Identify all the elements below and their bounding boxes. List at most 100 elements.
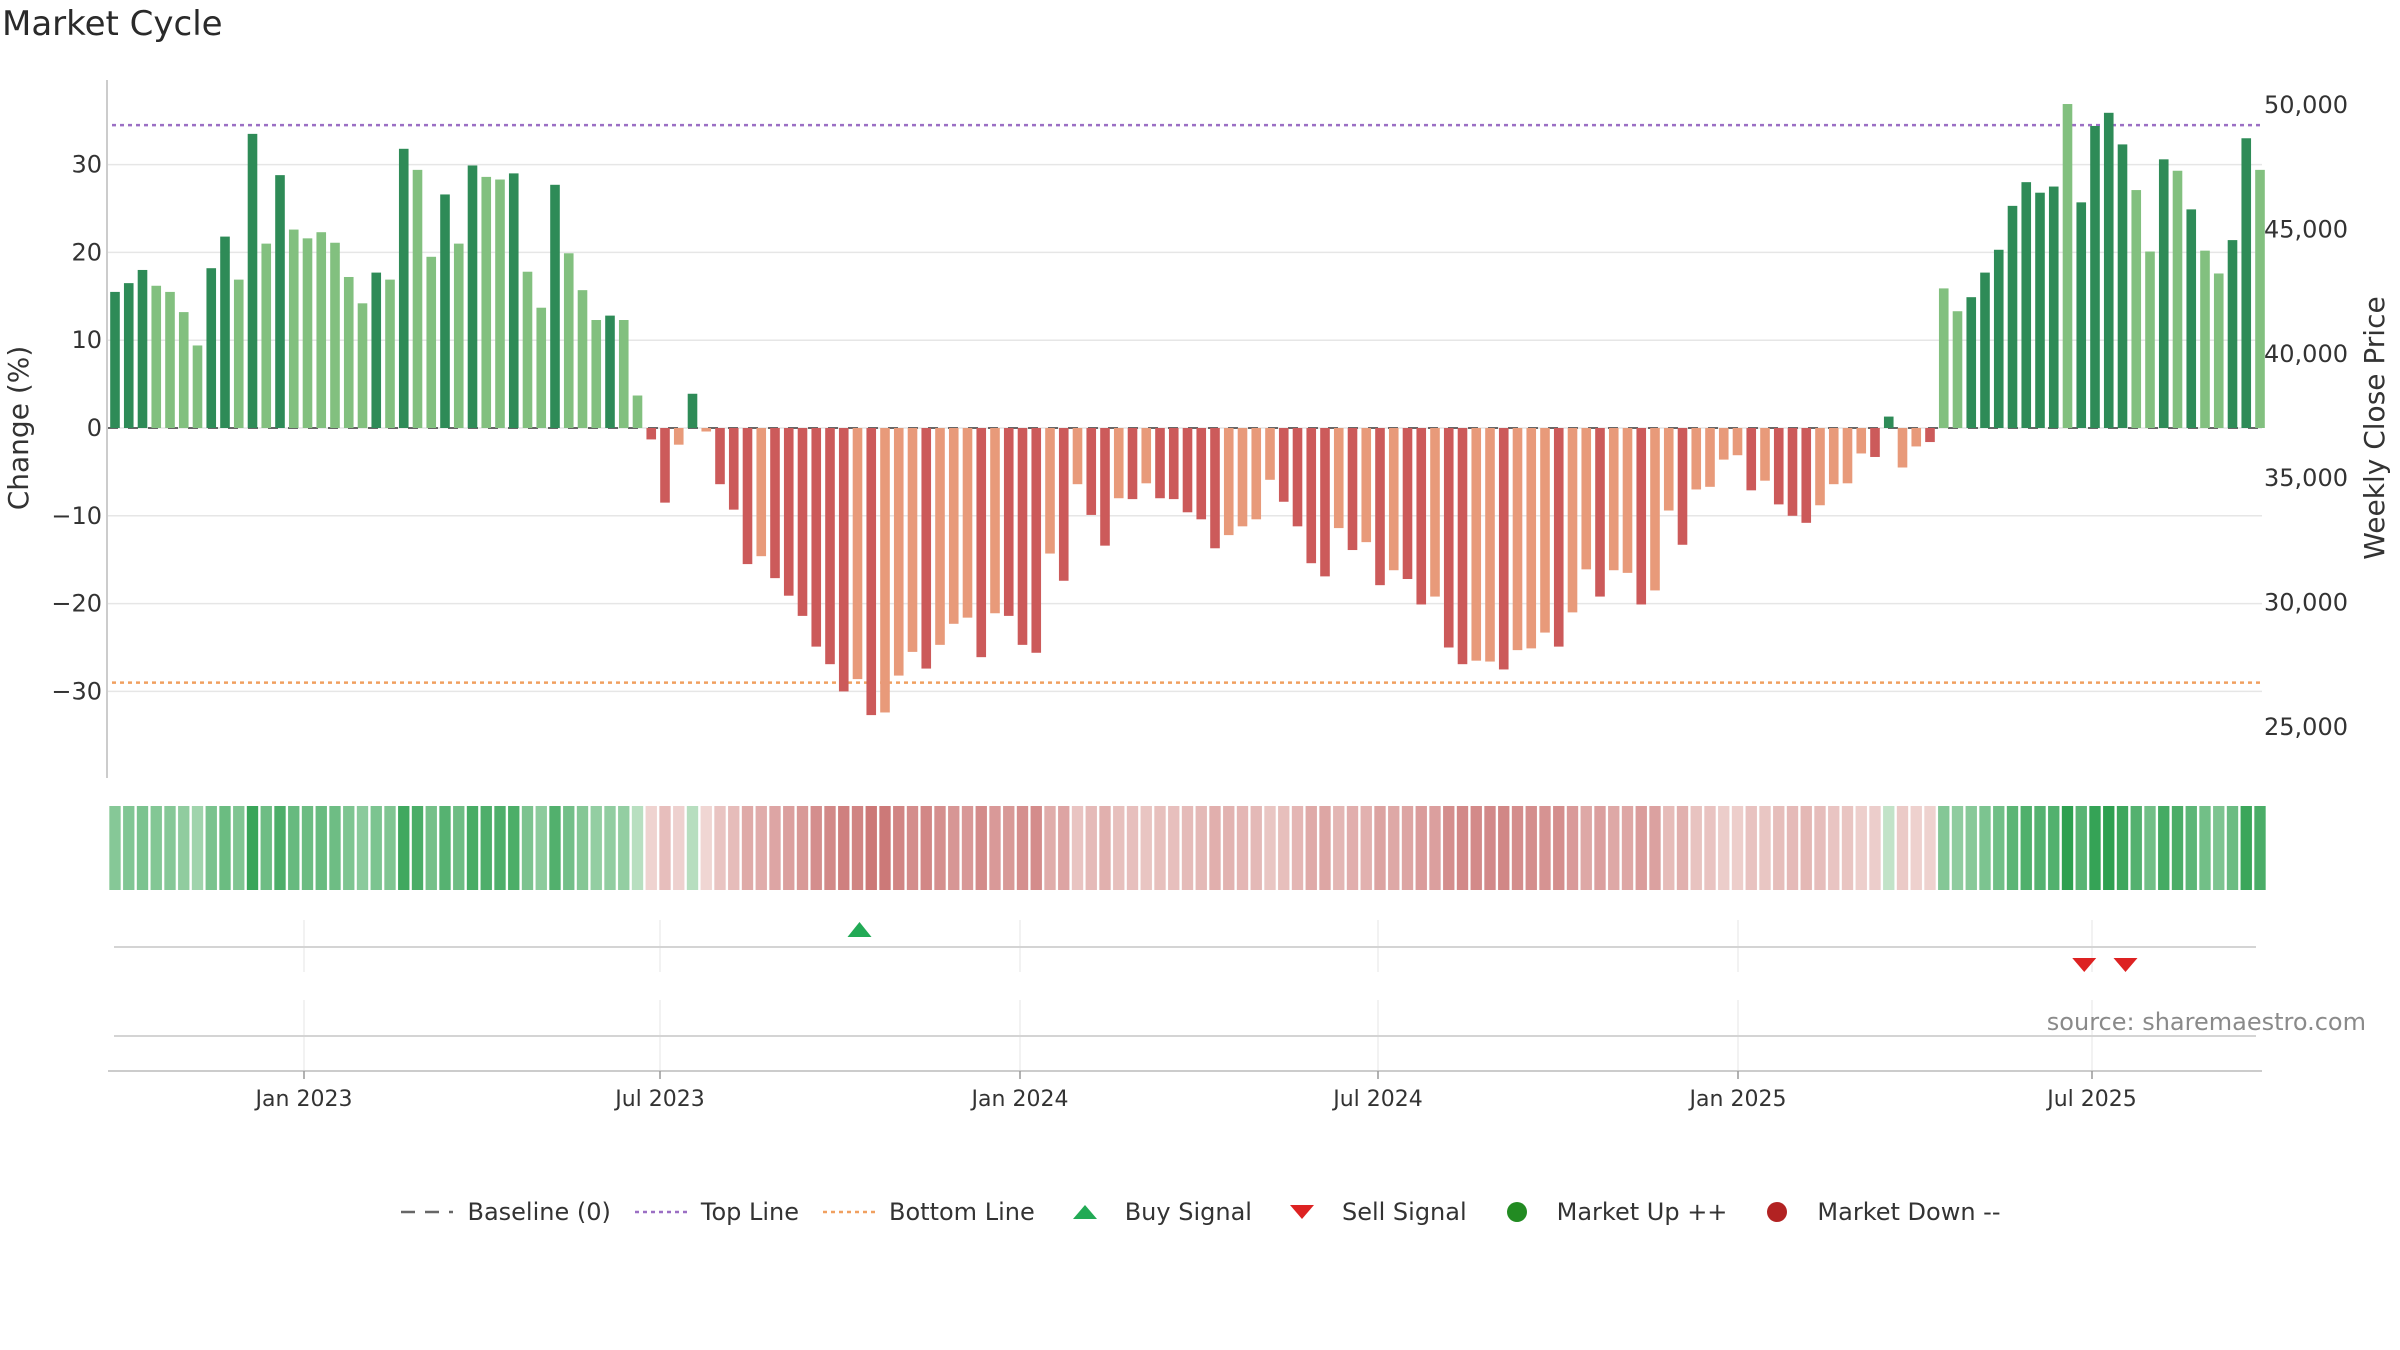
heat-cell	[2240, 806, 2252, 890]
y-tick-label: 10	[71, 326, 102, 354]
heat-cell	[398, 806, 410, 890]
circle-icon	[1767, 1202, 1788, 1222]
x-tick-label: Jan 2024	[970, 1087, 1069, 1112]
legend-item[interactable]: Market Up ++	[1489, 1198, 1727, 1226]
heat-cell	[1635, 806, 1647, 890]
legend-item[interactable]: Market Down --	[1749, 1198, 2001, 1226]
bar	[151, 285, 162, 428]
heat-cell	[1319, 806, 1331, 890]
bar	[1608, 428, 1619, 571]
bar	[2103, 112, 2114, 428]
bar	[1801, 428, 1812, 523]
heat-cell	[2199, 806, 2211, 890]
bar	[701, 428, 712, 432]
bar	[2158, 159, 2169, 428]
heat-cell	[1979, 806, 1991, 890]
x-tick-label: Jul 2025	[2045, 1087, 2137, 1112]
heat-cell	[2144, 806, 2156, 890]
bar	[467, 165, 478, 428]
bar	[2021, 182, 2032, 428]
bar	[1512, 428, 1523, 651]
heat-cell	[1828, 806, 1840, 890]
heat-cell	[150, 806, 162, 890]
bar	[591, 320, 602, 428]
dash-line-icon	[401, 1210, 454, 1214]
bar	[288, 229, 299, 428]
bar	[1526, 428, 1537, 649]
legend-item[interactable]: Baseline (0)	[399, 1198, 611, 1226]
heat-cell	[1731, 806, 1744, 890]
bar	[1925, 428, 1935, 443]
legend-item[interactable]: Sell Signal	[1274, 1198, 1467, 1226]
legend-item[interactable]: Top Line	[633, 1198, 799, 1226]
bar	[687, 393, 698, 428]
heat-cell	[1649, 806, 1661, 890]
legend-item[interactable]: Buy Signal	[1057, 1198, 1252, 1226]
heat-cell	[1663, 806, 1675, 890]
bar	[935, 428, 945, 645]
bar	[440, 194, 450, 428]
heat-cell	[439, 806, 451, 890]
bar	[1498, 428, 1509, 670]
bar	[343, 276, 354, 428]
bar	[398, 148, 409, 428]
heat-cell	[1883, 806, 1895, 890]
bar	[1677, 428, 1688, 545]
heat-cell	[1058, 806, 1070, 890]
bar	[1650, 428, 1660, 591]
bar	[797, 428, 808, 616]
legend-item[interactable]: Bottom Line	[821, 1198, 1035, 1226]
bar	[1622, 428, 1633, 573]
bar	[2090, 125, 2100, 428]
bar	[275, 175, 285, 428]
heat-cell	[480, 806, 492, 890]
heat-cell	[906, 806, 919, 890]
bar	[1718, 428, 1729, 460]
heat-cell	[2130, 806, 2142, 890]
y2-tick-label: 35,000	[2264, 464, 2348, 492]
y-tick-label: −10	[51, 502, 102, 530]
bar	[893, 428, 904, 676]
bar	[1141, 428, 1152, 484]
legend-label: Buy Signal	[1124, 1198, 1252, 1226]
heat-cell	[508, 806, 520, 890]
bar	[2200, 250, 2210, 428]
heat-cell	[1209, 806, 1221, 890]
bar	[536, 307, 547, 428]
bar	[2186, 209, 2197, 428]
bar	[1966, 297, 1977, 428]
bar	[330, 242, 340, 428]
heat-cell	[1333, 806, 1345, 890]
legend-label: Baseline (0)	[467, 1198, 611, 1226]
heat-cell	[1621, 806, 1634, 890]
bar	[1540, 428, 1550, 633]
heat-cell	[1773, 806, 1785, 890]
heat-cell	[1594, 806, 1606, 890]
bar	[371, 272, 382, 428]
heat-cell	[755, 806, 767, 890]
heat-cell	[645, 806, 657, 890]
bar	[990, 428, 1000, 614]
bar	[1045, 428, 1055, 554]
bar	[948, 428, 959, 624]
heat-cell	[123, 806, 135, 890]
heat-cell	[1869, 806, 1881, 890]
bar	[1347, 428, 1358, 551]
bar	[1072, 428, 1083, 485]
bar	[1760, 428, 1770, 481]
y-tick-label: −30	[51, 677, 102, 705]
heat-cell	[1401, 806, 1414, 890]
bar	[1223, 428, 1234, 536]
bar	[1471, 428, 1482, 661]
bar	[673, 428, 684, 445]
bar	[1581, 428, 1592, 570]
heat-cell	[1470, 806, 1482, 890]
bar	[2213, 273, 2224, 428]
x-tick-label: Jan 2025	[1688, 1087, 1787, 1112]
bar	[1278, 428, 1289, 502]
heat-cell	[1814, 806, 1826, 890]
triangle-up-icon	[1072, 1205, 1097, 1219]
bar	[2255, 169, 2265, 429]
heat-cell	[2116, 806, 2129, 890]
heat-cell	[494, 806, 506, 890]
